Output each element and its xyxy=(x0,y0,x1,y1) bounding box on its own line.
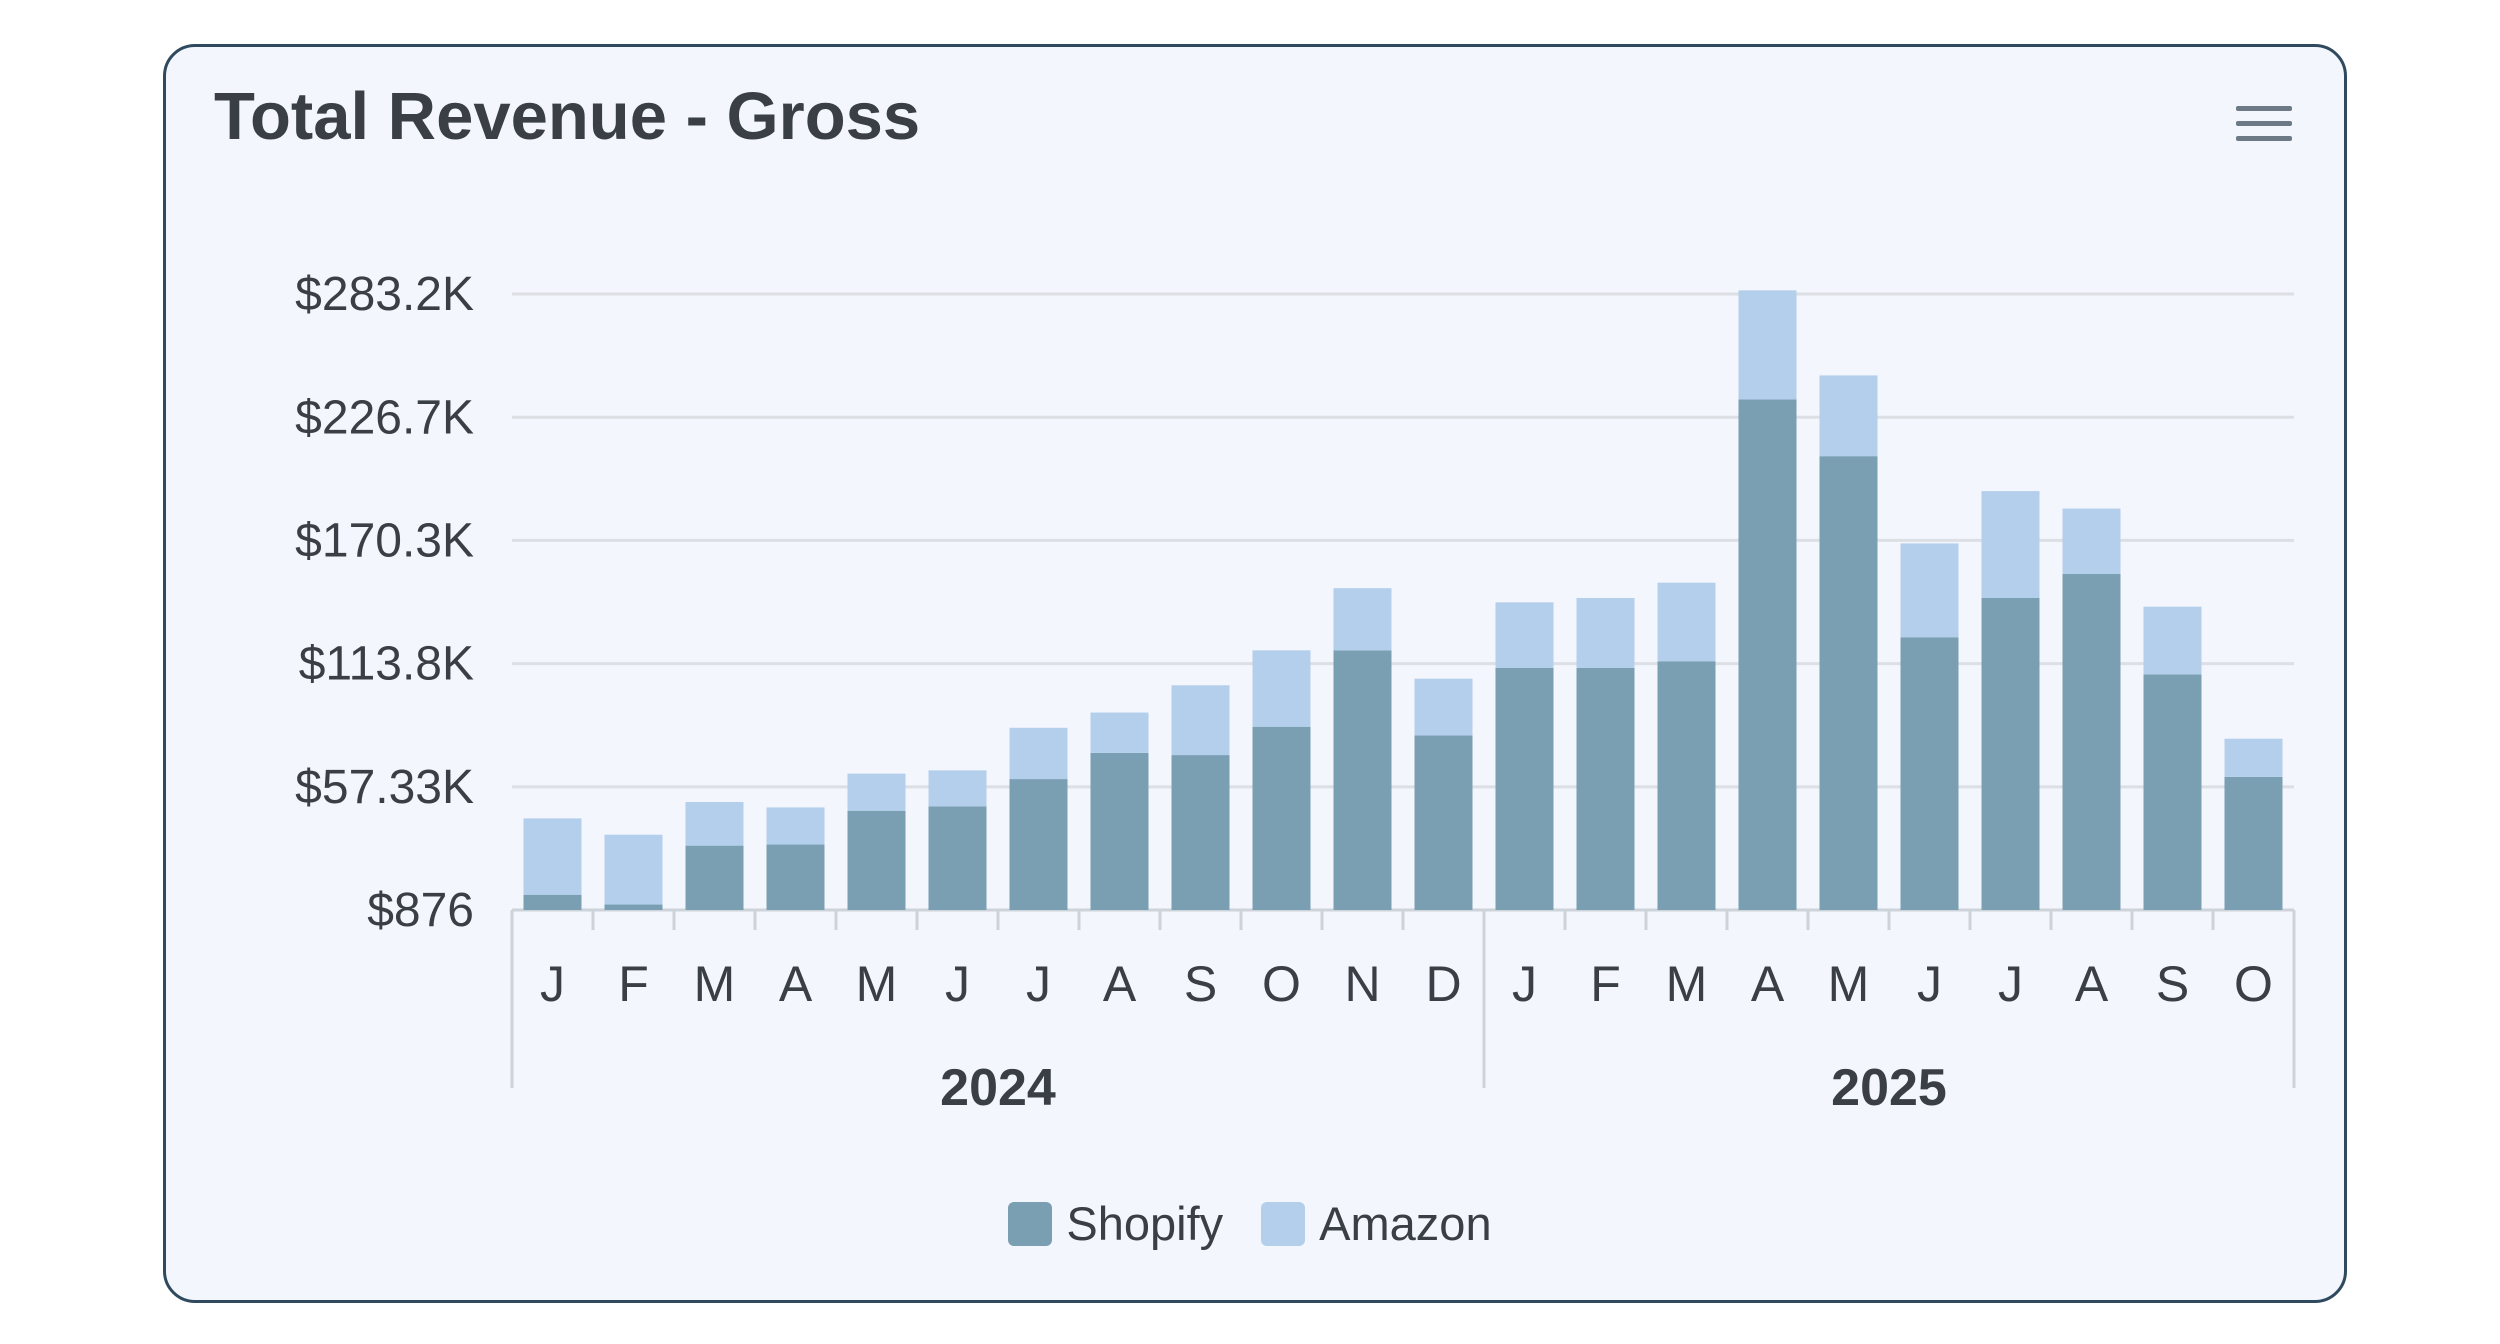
x-tick-label: M xyxy=(1666,956,1708,1012)
bar-shopify xyxy=(1738,399,1797,910)
bar-shopify xyxy=(847,810,906,910)
x-group-label: 2025 xyxy=(1831,1059,1947,1117)
bar-shopify xyxy=(2062,573,2121,910)
bar-amazon xyxy=(1414,678,1473,736)
bar-amazon xyxy=(1981,491,2040,598)
bar-amazon xyxy=(523,818,582,895)
x-tick-label: S xyxy=(2156,956,2189,1012)
bar-amazon xyxy=(766,807,825,845)
bar-amazon xyxy=(1738,290,1797,400)
bar-amazon xyxy=(1252,650,1311,727)
bar-amazon xyxy=(1900,543,1959,638)
x-tick-label: O xyxy=(2234,956,2273,1012)
bar-amazon xyxy=(847,773,906,811)
y-tick-label: $226.7K xyxy=(295,391,474,444)
legend-swatch-amazon xyxy=(1261,1201,1306,1246)
hamburger-menu-icon xyxy=(2236,106,2292,111)
x-tick-label: D xyxy=(1425,956,1461,1012)
bar-amazon xyxy=(1576,597,1635,668)
x-tick-label: A xyxy=(2075,956,2109,1012)
bar-shopify xyxy=(1495,667,1554,910)
x-group-label: 2024 xyxy=(940,1059,1056,1117)
x-tick-label: J xyxy=(1917,956,1942,1012)
legend-item-shopify[interactable]: Shopify xyxy=(1008,1196,1223,1251)
y-tick-label: $170.3K xyxy=(295,514,474,567)
legend-label-amazon: Amazon xyxy=(1319,1197,1492,1250)
legend-item-amazon[interactable]: Amazon xyxy=(1261,1196,1492,1251)
bar-amazon xyxy=(1333,588,1392,651)
x-tick-label: J xyxy=(1026,956,1051,1012)
y-tick-label: $876 xyxy=(367,884,474,937)
x-tick-label: A xyxy=(1103,956,1137,1012)
x-tick-label: J xyxy=(945,956,970,1012)
bar-shopify xyxy=(1657,661,1716,910)
bar-shopify xyxy=(2143,674,2202,910)
x-tick-label: F xyxy=(1590,956,1621,1012)
x-tick-label: M xyxy=(856,956,898,1012)
bar-shopify xyxy=(1171,755,1230,910)
chart-legend: Shopify Amazon xyxy=(0,1196,2500,1251)
bar-amazon xyxy=(1819,375,1878,457)
bar-amazon xyxy=(604,834,663,905)
bar-shopify xyxy=(1009,779,1068,910)
bar-shopify xyxy=(928,806,987,910)
bar-amazon xyxy=(1090,712,1149,753)
x-tick-label: F xyxy=(618,956,649,1012)
bar-shopify xyxy=(1333,650,1392,910)
x-tick-label: J xyxy=(540,956,565,1012)
bar-amazon xyxy=(1657,582,1716,662)
x-tick-label: J xyxy=(1512,956,1537,1012)
chart-menu-button[interactable] xyxy=(2232,100,2296,148)
bar-shopify xyxy=(766,844,825,910)
bar-amazon xyxy=(2062,508,2121,574)
bar-amazon xyxy=(685,801,744,846)
bar-shopify xyxy=(1576,667,1635,910)
y-tick-label: $113.8K xyxy=(299,638,474,691)
y-tick-label: $57.33K xyxy=(295,761,474,814)
x-tick-label: M xyxy=(1828,956,1870,1012)
x-tick-label: N xyxy=(1344,956,1380,1012)
bar-shopify xyxy=(1252,726,1311,910)
legend-swatch-shopify xyxy=(1008,1201,1053,1246)
x-tick-label: A xyxy=(1751,956,1785,1012)
bar-amazon xyxy=(2143,606,2202,675)
bar-shopify xyxy=(1981,597,2040,910)
bar-amazon xyxy=(1171,685,1230,756)
bar-shopify xyxy=(1900,637,1959,910)
bar-shopify xyxy=(685,845,744,910)
bar-amazon xyxy=(928,770,987,807)
chart-title: Total Revenue - Gross xyxy=(214,79,921,154)
bar-shopify xyxy=(604,904,663,910)
bar-shopify xyxy=(1414,735,1473,910)
x-tick-label: O xyxy=(1262,956,1301,1012)
y-tick-label: $283.2K xyxy=(295,268,474,321)
bar-shopify xyxy=(1819,456,1878,910)
x-tick-label: A xyxy=(779,956,813,1012)
bar-shopify xyxy=(1090,752,1149,910)
x-tick-label: J xyxy=(1998,956,2023,1012)
bar-amazon xyxy=(1495,602,1554,668)
bar-shopify xyxy=(2224,776,2283,910)
legend-label-shopify: Shopify xyxy=(1066,1197,1224,1250)
bar-amazon xyxy=(2224,738,2283,777)
bar-shopify xyxy=(523,894,582,910)
bar-amazon xyxy=(1009,727,1068,780)
x-tick-label: S xyxy=(1184,956,1217,1012)
x-tick-label: M xyxy=(694,956,736,1012)
